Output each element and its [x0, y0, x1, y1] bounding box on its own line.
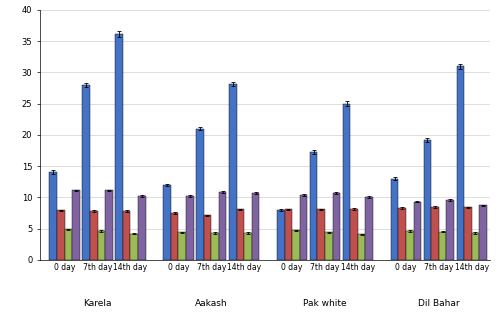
Bar	[123, 211, 130, 260]
Bar	[464, 207, 471, 260]
Bar	[398, 208, 406, 260]
Bar	[456, 66, 464, 260]
Bar	[196, 129, 203, 260]
Bar	[391, 178, 398, 260]
Bar	[163, 185, 171, 260]
Text: Karela: Karela	[84, 299, 112, 308]
Bar	[72, 190, 80, 260]
Bar	[366, 197, 373, 260]
Bar	[244, 233, 252, 260]
Bar	[105, 190, 112, 260]
Bar	[446, 200, 454, 260]
Text: Pak white: Pak white	[303, 299, 347, 308]
Bar	[204, 215, 212, 260]
Bar	[480, 205, 487, 260]
Bar	[82, 85, 90, 260]
Bar	[171, 213, 178, 260]
Bar	[115, 34, 123, 260]
Bar	[57, 210, 64, 260]
Bar	[186, 196, 194, 260]
Bar	[358, 234, 366, 260]
Bar	[472, 233, 480, 260]
Bar	[414, 202, 421, 260]
Bar	[50, 172, 57, 260]
Bar	[424, 140, 431, 260]
Bar	[310, 153, 318, 260]
Text: Dil Bahar: Dil Bahar	[418, 299, 460, 308]
Bar	[98, 231, 105, 260]
Bar	[130, 233, 138, 260]
Bar	[178, 232, 186, 260]
Bar	[229, 84, 236, 260]
Bar	[350, 209, 358, 260]
Bar	[284, 209, 292, 260]
Bar	[219, 192, 226, 260]
Bar	[431, 207, 439, 260]
Bar	[318, 209, 325, 260]
Bar	[236, 209, 244, 260]
Bar	[90, 211, 98, 260]
Bar	[292, 230, 300, 260]
Bar	[300, 195, 308, 260]
Bar	[332, 193, 340, 260]
Bar	[325, 232, 332, 260]
Bar	[277, 210, 284, 260]
Bar	[212, 233, 219, 260]
Bar	[252, 193, 260, 260]
Text: Aakash: Aakash	[195, 299, 228, 308]
Bar	[406, 231, 413, 260]
Bar	[64, 229, 72, 260]
Bar	[342, 104, 350, 260]
Bar	[138, 196, 145, 260]
Bar	[439, 232, 446, 260]
